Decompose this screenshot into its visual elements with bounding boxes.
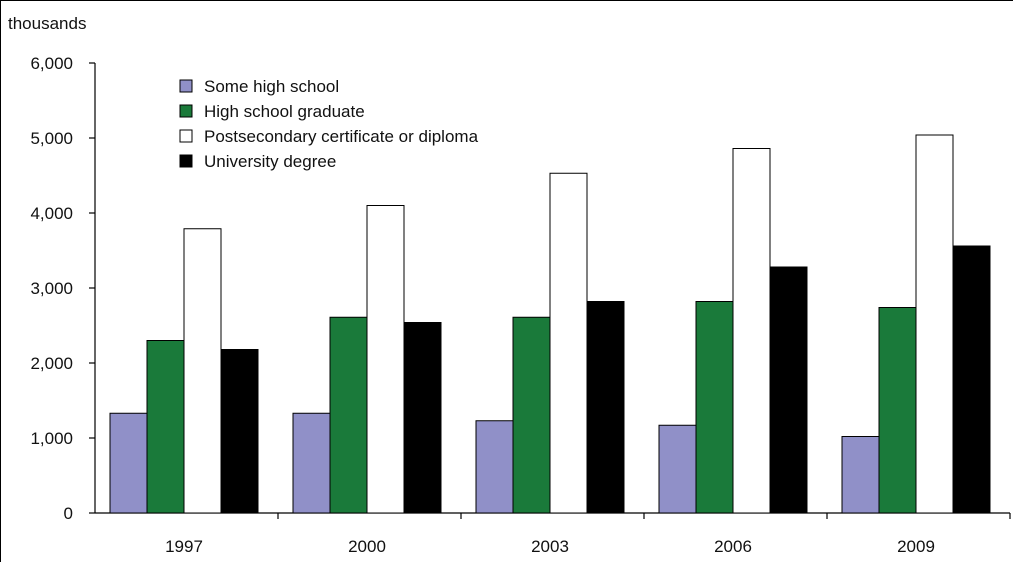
- bar: [403, 322, 442, 514]
- legend-swatch: [179, 104, 193, 118]
- legend-swatch: [179, 154, 193, 168]
- bar: [512, 316, 551, 514]
- bar: [732, 148, 771, 514]
- bar: [109, 412, 148, 514]
- bar: [952, 245, 991, 514]
- bar: [915, 134, 954, 514]
- bar: [292, 412, 331, 514]
- bar: [475, 420, 514, 514]
- legend-label: Some high school: [204, 77, 339, 96]
- y-axis-unit-label: thousands: [8, 14, 87, 33]
- bar: [769, 266, 808, 514]
- y-tick-label: 0: [64, 504, 73, 523]
- x-tick-label: 2009: [897, 537, 935, 556]
- y-tick-label: 2,000: [30, 354, 73, 373]
- x-tick-label: 2006: [714, 537, 752, 556]
- y-tick-label: 1,000: [30, 429, 73, 448]
- x-tick-label: 1997: [165, 537, 203, 556]
- bar: [586, 301, 625, 514]
- y-tick-label: 3,000: [30, 279, 73, 298]
- legend-label: University degree: [204, 152, 336, 171]
- y-tick-label: 6,000: [30, 54, 73, 73]
- bar: [329, 316, 368, 514]
- y-tick-label: 4,000: [30, 204, 73, 223]
- x-tick-label: 2000: [348, 537, 386, 556]
- bar: [366, 205, 405, 514]
- bar: [658, 424, 697, 514]
- y-tick-label: 5,000: [30, 129, 73, 148]
- legend-swatch: [179, 79, 193, 93]
- legend-label: High school graduate: [204, 102, 365, 121]
- bar: [841, 436, 880, 514]
- bar: [878, 307, 917, 514]
- x-tick-label: 2003: [531, 537, 569, 556]
- bar: [183, 228, 222, 514]
- bar: [549, 172, 588, 514]
- legend-label: Postsecondary certificate or diploma: [204, 127, 479, 146]
- bar: [220, 349, 259, 514]
- bar: [146, 340, 185, 514]
- bar: [695, 301, 734, 514]
- legend-swatch: [179, 129, 193, 143]
